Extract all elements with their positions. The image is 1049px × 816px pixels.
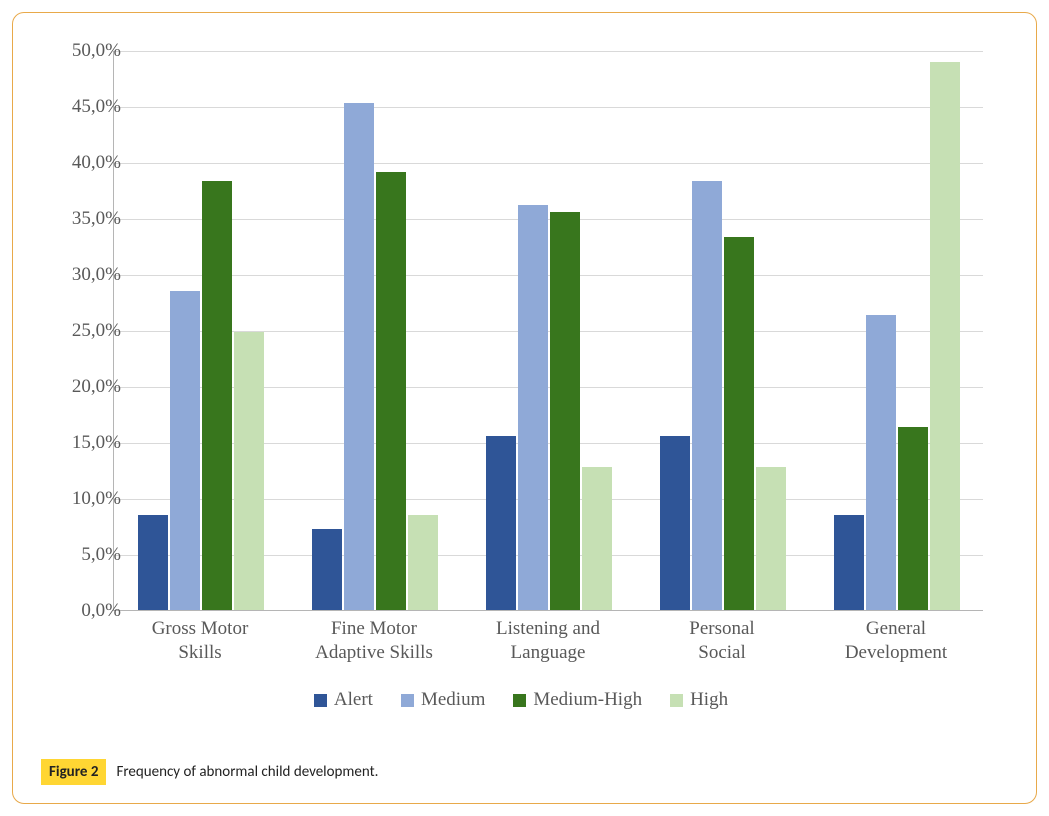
legend-item: High	[670, 689, 728, 711]
bar	[756, 467, 786, 610]
x-category-label: PersonalSocial	[635, 617, 809, 665]
gridline	[114, 163, 983, 164]
y-tick-label: 25,0%	[51, 320, 121, 342]
y-tick-label: 35,0%	[51, 208, 121, 230]
bar	[724, 237, 754, 610]
legend-label: Medium	[421, 689, 485, 711]
y-tick-label: 45,0%	[51, 96, 121, 118]
legend-item: Medium-High	[513, 689, 642, 711]
figure-caption-row: Figure 2 Frequency of abnormal child dev…	[41, 759, 378, 785]
y-tick-label: 10,0%	[51, 488, 121, 510]
bar	[408, 515, 438, 610]
y-tick-label: 40,0%	[51, 152, 121, 174]
x-category-label: GeneralDevelopment	[809, 617, 983, 665]
gridline	[114, 107, 983, 108]
bar	[866, 315, 896, 610]
x-category-label: Gross MotorSkills	[113, 617, 287, 665]
bar	[582, 467, 612, 610]
bar	[344, 103, 374, 610]
legend-swatch	[314, 694, 327, 707]
bar	[138, 515, 168, 610]
x-category-label: Listening andLanguage	[461, 617, 635, 665]
y-tick-label: 0,0%	[51, 600, 121, 622]
legend-item: Alert	[314, 689, 373, 711]
legend-label: High	[690, 689, 728, 711]
figure-caption: Frequency of abnormal child development.	[116, 763, 378, 781]
legend-swatch	[401, 694, 414, 707]
bar	[550, 212, 580, 610]
gridline	[114, 275, 983, 276]
legend-label: Medium-High	[533, 689, 642, 711]
legend-item: Medium	[401, 689, 485, 711]
figure-tag: Figure 2	[41, 759, 106, 785]
bar	[518, 205, 548, 610]
figure-card: 0,0% 5,0% 10,0% 15,0% 20,0% 25,0% 30,0% 35,0% 40…	[12, 12, 1037, 804]
bar	[202, 181, 232, 610]
bar	[170, 291, 200, 610]
chart-area: 0,0% 5,0% 10,0% 15,0% 20,0% 25,0% 30,0% 35,0% 40…	[41, 41, 1001, 681]
bar	[660, 436, 690, 610]
legend-swatch	[513, 694, 526, 707]
x-category-label: Fine MotorAdaptive Skills	[287, 617, 461, 665]
bar	[234, 332, 264, 610]
legend-label: Alert	[334, 689, 373, 711]
y-tick-label: 15,0%	[51, 432, 121, 454]
bar	[930, 62, 960, 610]
y-tick-label: 20,0%	[51, 376, 121, 398]
bar	[898, 427, 928, 610]
gridline	[114, 219, 983, 220]
gridline	[114, 51, 983, 52]
plot-region	[113, 51, 983, 611]
y-tick-label: 50,0%	[51, 40, 121, 62]
y-tick-label: 30,0%	[51, 264, 121, 286]
y-tick-label: 5,0%	[51, 544, 121, 566]
legend: Alert Medium Medium-High High	[41, 689, 1001, 711]
bar	[486, 436, 516, 610]
bar	[834, 515, 864, 610]
bar	[376, 172, 406, 610]
legend-swatch	[670, 694, 683, 707]
bar	[312, 529, 342, 610]
bar	[692, 181, 722, 610]
